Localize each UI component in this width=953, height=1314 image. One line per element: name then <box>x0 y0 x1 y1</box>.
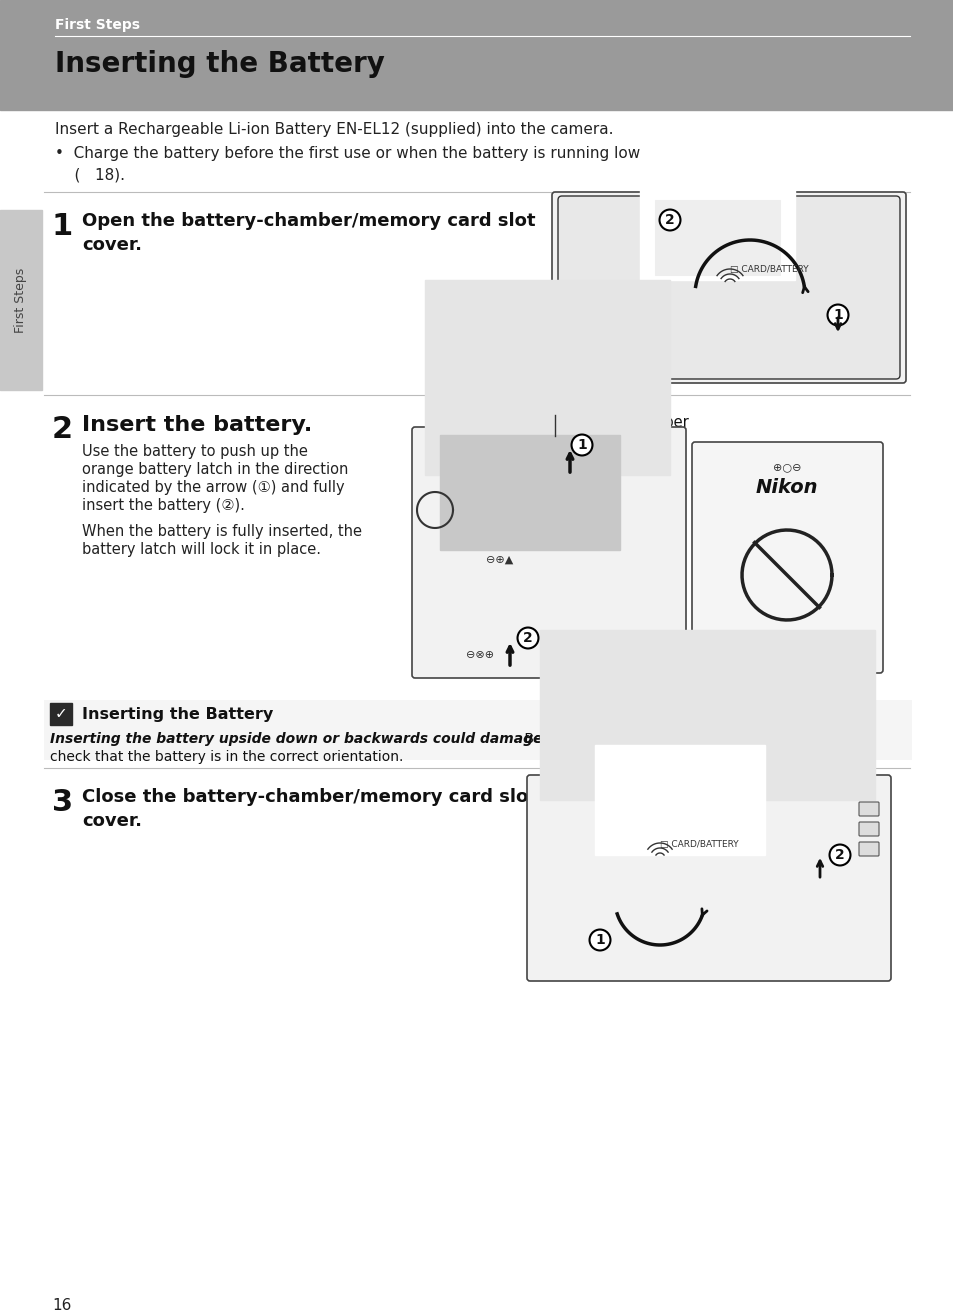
FancyBboxPatch shape <box>552 192 905 382</box>
Text: ⊖⊕▲: ⊖⊕▲ <box>486 555 513 565</box>
Text: 1: 1 <box>595 933 604 947</box>
Text: Inserting the battery upside down or backwards could damage the camera.: Inserting the battery upside down or bac… <box>50 732 640 746</box>
Bar <box>0 210 42 390</box>
Text: cover.: cover. <box>82 237 142 254</box>
Text: Insert a Rechargeable Li-ion Battery EN-EL12 (supplied) into the camera.: Insert a Rechargeable Li-ion Battery EN-… <box>55 122 613 137</box>
Bar <box>539 629 874 800</box>
Text: □ CARD/BATTERY: □ CARD/BATTERY <box>659 840 738 849</box>
Text: Battery chamber: Battery chamber <box>564 415 688 430</box>
Text: Close the battery-chamber/memory card slot: Close the battery-chamber/memory card sl… <box>82 788 537 805</box>
FancyBboxPatch shape <box>526 775 890 982</box>
Text: •  Charge the battery before the first use or when the battery is running low: • Charge the battery before the first us… <box>55 146 639 162</box>
Text: 1: 1 <box>52 212 73 240</box>
FancyBboxPatch shape <box>858 842 878 855</box>
Text: 1: 1 <box>577 438 586 452</box>
Text: ✓: ✓ <box>54 707 68 721</box>
Text: First Steps: First Steps <box>14 267 28 332</box>
FancyBboxPatch shape <box>858 802 878 816</box>
Text: 2: 2 <box>834 848 844 862</box>
Bar <box>595 745 764 855</box>
Text: orange battery latch in the direction: orange battery latch in the direction <box>82 463 348 477</box>
Bar <box>439 435 619 551</box>
Text: Inserting the Battery: Inserting the Battery <box>82 707 273 721</box>
FancyBboxPatch shape <box>858 823 878 836</box>
Text: insert the battery (②).: insert the battery (②). <box>82 498 245 512</box>
Text: 2: 2 <box>664 213 674 227</box>
Text: 3: 3 <box>52 788 73 817</box>
FancyBboxPatch shape <box>558 196 899 378</box>
Text: 2: 2 <box>52 415 73 444</box>
Text: ⊕○⊖: ⊕○⊖ <box>772 463 801 472</box>
FancyBboxPatch shape <box>691 442 882 673</box>
Bar <box>0 0 953 110</box>
Text: battery latch will lock it in place.: battery latch will lock it in place. <box>82 541 320 557</box>
Bar <box>50 703 71 725</box>
Bar <box>655 200 780 275</box>
Text: 2: 2 <box>522 631 533 645</box>
Text: Nikon: Nikon <box>755 478 818 497</box>
Text: Open the battery-chamber/memory card slot: Open the battery-chamber/memory card slo… <box>82 212 535 230</box>
Text: Be sure to: Be sure to <box>519 732 595 746</box>
Text: When the battery is fully inserted, the: When the battery is fully inserted, the <box>82 524 361 539</box>
Text: check that the battery is in the correct orientation.: check that the battery is in the correct… <box>50 750 403 763</box>
Text: First Steps: First Steps <box>55 18 140 32</box>
Text: Inserting the Battery: Inserting the Battery <box>55 50 384 78</box>
Text: indicated by the arrow (①) and fully: indicated by the arrow (①) and fully <box>82 480 344 495</box>
Text: 16: 16 <box>52 1298 71 1313</box>
Bar <box>424 280 669 474</box>
FancyBboxPatch shape <box>412 427 685 678</box>
Text: 1: 1 <box>832 307 842 322</box>
Text: (   18).: ( 18). <box>55 168 125 183</box>
Text: ⊖⊗⊕: ⊖⊗⊕ <box>465 650 494 660</box>
Bar <box>639 185 794 280</box>
Text: Use the battery to push up the: Use the battery to push up the <box>82 444 308 459</box>
Bar <box>44 700 911 759</box>
Text: cover.: cover. <box>82 812 142 830</box>
Text: Insert the battery.: Insert the battery. <box>82 415 312 435</box>
Text: □ CARD/BATTERY: □ CARD/BATTERY <box>729 265 808 275</box>
